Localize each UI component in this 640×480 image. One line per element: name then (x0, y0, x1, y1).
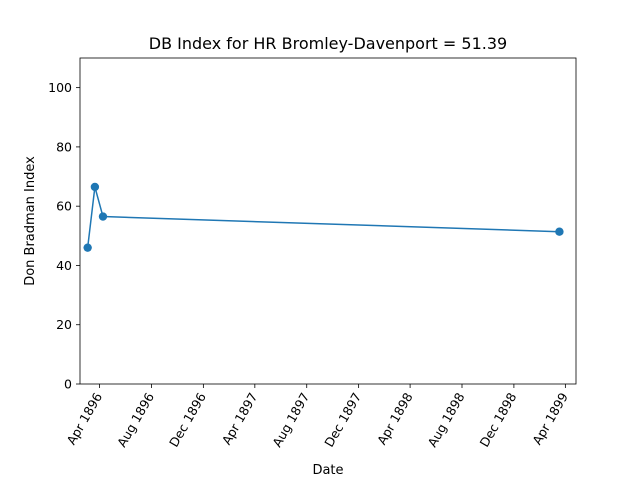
x-tick-label: Aug 1898 (425, 390, 468, 450)
chart-title: DB Index for HR Bromley-Davenport = 51.3… (149, 34, 507, 53)
x-tick-label: Apr 1897 (219, 390, 261, 447)
y-tick-label: 20 (56, 317, 72, 332)
x-tick-label: Apr 1899 (529, 390, 571, 447)
y-tick-label: 0 (64, 377, 72, 392)
x-tick-label: Dec 1898 (477, 390, 520, 449)
x-tick-label: Apr 1896 (63, 390, 105, 447)
y-tick-label: 100 (48, 80, 72, 95)
data-point (555, 227, 564, 236)
x-tick-label: Aug 1897 (269, 390, 312, 450)
y-tick-label: 80 (56, 139, 72, 154)
y-tick-label: 60 (56, 199, 72, 214)
x-axis-label: Date (312, 463, 343, 478)
data-point (83, 243, 92, 252)
series-line (86, 186, 560, 248)
x-tick-label: Apr 1898 (374, 390, 416, 447)
data-point (98, 212, 108, 221)
y-axis-label: Don Bradman Index (23, 156, 38, 286)
x-tick-label: Dec 1897 (321, 390, 364, 449)
x-tick-label: Aug 1896 (114, 390, 157, 450)
data-point (90, 182, 100, 192)
axes-frame (79, 57, 577, 385)
y-tick-label: 40 (56, 258, 72, 273)
x-tick-label: Dec 1896 (166, 390, 209, 449)
